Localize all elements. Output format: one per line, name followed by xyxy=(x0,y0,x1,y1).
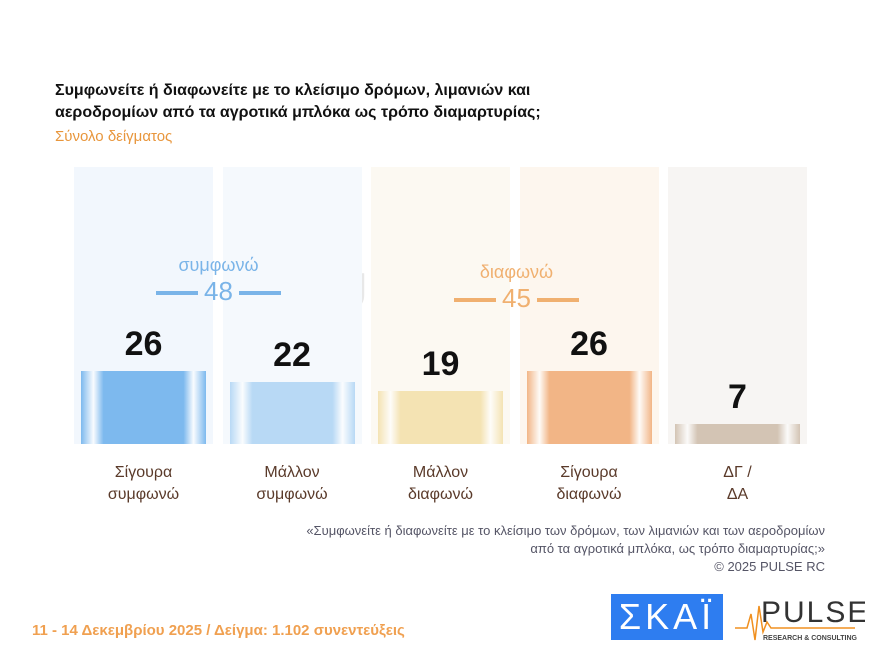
bar xyxy=(378,390,503,444)
data-label: 26 xyxy=(124,325,163,364)
question-quote: «Συμφωνείτε ή διαφωνείτε με το κλείσιμο … xyxy=(205,522,825,576)
category-label: Σίγουρα διαφωνώ xyxy=(556,464,622,503)
group-value: 45 xyxy=(502,283,531,313)
pulse-logo: PULSE RESEARCH & CONSULTING xyxy=(735,592,867,644)
category-label: Μάλλον συμφωνώ xyxy=(256,464,328,503)
bar xyxy=(526,371,652,444)
data-label: 26 xyxy=(570,325,608,364)
group-total: συμφωνώ 48 xyxy=(136,255,301,307)
group-label: συμφωνώ xyxy=(178,255,259,275)
chart-title: Συμφωνείτε ή διαφωνείτε με το κλείσιμο δ… xyxy=(55,82,541,121)
quote-line: «Συμφωνείτε ή διαφωνείτε με το κλείσιμο … xyxy=(306,523,825,538)
quote-line: από τα αγροτικά μπλόκα, ως τρόπο διαμαρτ… xyxy=(530,541,825,556)
data-label: 7 xyxy=(728,378,747,417)
data-label: 19 xyxy=(421,344,460,383)
dash-line xyxy=(454,298,497,303)
bar xyxy=(675,424,800,444)
category-label: Μάλλον διαφωνώ xyxy=(407,464,474,503)
category-label: ΔΓ / ΔΑ xyxy=(723,464,752,503)
group-label: διαφωνώ xyxy=(479,262,554,282)
bar xyxy=(229,382,355,444)
category-label: Σίγουρα συμφωνώ xyxy=(107,464,180,503)
dash-line xyxy=(238,291,281,296)
dash-line xyxy=(156,291,199,296)
svg-text:PULSE: PULSE xyxy=(761,596,865,629)
data-label: 22 xyxy=(273,336,311,375)
copyright: © 2025 PULSE RC xyxy=(714,559,825,574)
group-value: 48 xyxy=(204,276,233,306)
skai-logo: ΣΚΑΪ xyxy=(611,594,723,640)
footer-info: 11 - 14 Δεκεμβρίου 2025 / Δείγμα: 1.102 … xyxy=(32,622,405,639)
group-total: διαφωνώ 45 xyxy=(434,262,599,314)
column-background xyxy=(668,167,807,444)
svg-text:RESEARCH & CONSULTING: RESEARCH & CONSULTING xyxy=(763,635,858,642)
chart-subtitle: Σύνολο δείγματος xyxy=(55,128,173,145)
bar xyxy=(81,371,206,444)
dash-line xyxy=(536,298,579,303)
